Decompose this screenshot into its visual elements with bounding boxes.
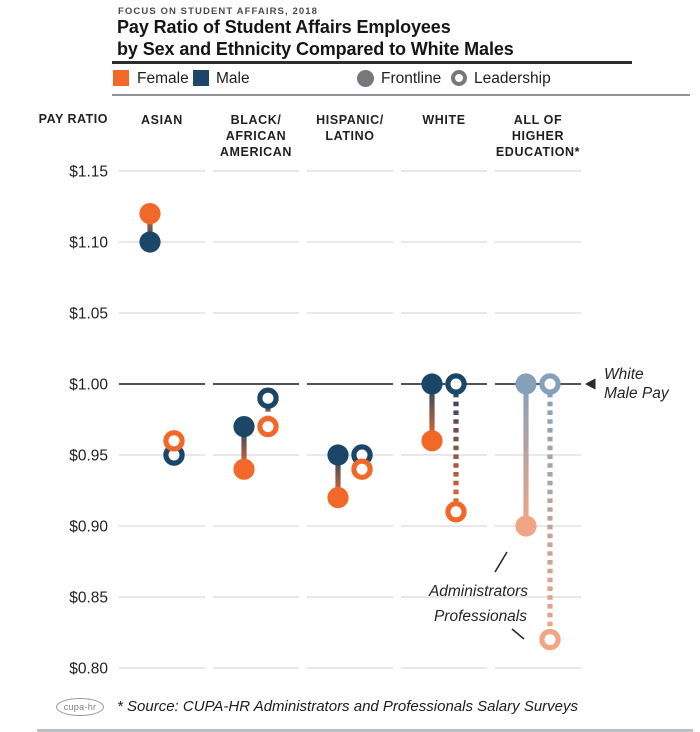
y-tick-label: $1.15 [69,163,108,180]
frontline-male-dot [421,373,443,395]
y-tick-label: $0.90 [69,518,108,535]
cupa-hr-logo: cupa-hr [56,698,104,716]
eyebrow-text: FOCUS ON STUDENT AFFAIRS, 2018 [118,6,318,17]
frontline-female-dot [515,515,537,537]
white-male-pay-arrow [585,378,596,390]
legend-label-frontline: Frontline [381,70,442,87]
leadership-male-dot [257,387,279,409]
leadership-female-dot [163,430,185,452]
frontline-male-dot [139,231,161,253]
legend-label-female: Female [137,70,189,87]
legend-label-male: Male [216,70,250,87]
bottom-border-strip [37,729,693,732]
category-header-hispanic: HISPANIC/LATINO [316,113,384,143]
frontline-female-dot [233,458,255,480]
administrators-leader-line [494,551,508,573]
white-male-pay-line2: Male Pay [604,385,669,402]
administrators-annotation: Administrators [428,583,528,600]
white-male-pay-annotation: White Male Pay [604,365,699,403]
frontline-dot-icon [357,70,374,87]
y-tick-label: $1.05 [69,305,108,322]
male-swatch [193,70,209,86]
y-tick-label: $0.85 [69,589,108,606]
frontline-male-dot [233,416,255,438]
chart-title-line2: by Sex and Ethnicity Compared to White M… [117,38,514,59]
leadership-female-dot [351,458,373,480]
female-swatch [113,70,129,86]
leadership-ring-icon [451,70,467,86]
leadership-female-dot [257,415,279,438]
category-header-black: BLACK/AFRICAN AMERICAN [219,113,293,159]
frontline-female-dot [139,203,161,225]
category-header-allof: ALL OF HIGHER EDUCATION* [495,113,581,159]
professionals-leader-line [511,628,525,640]
chart-title-line1: Pay Ratio of Student Affairs Employees [117,17,451,37]
y-tick-label: $0.95 [69,447,108,464]
legend-rule [112,94,690,96]
leadership-male-dot [445,373,467,395]
y-tick-label: $0.80 [69,660,108,677]
y-tick-label: $1.00 [69,376,108,393]
title-rule [112,61,632,64]
y-tick-label: $1.10 [69,234,108,251]
frontline-male-dot [327,444,349,466]
leadership-male-dot [539,373,561,395]
frontline-female-dot [327,487,349,509]
category-header-white: WHITE [422,113,466,127]
source-note: * Source: CUPA-HR Administrators and Pro… [117,698,579,715]
frontline-male-dot [515,373,537,395]
category-header-asian: ASIAN [141,113,183,127]
legend-label-leadership: Leadership [474,70,551,87]
professionals-annotation: Professionals [433,608,527,625]
chart-title: Pay Ratio of Student Affairs Employees b… [117,17,514,60]
leadership-female-dot [445,501,467,523]
white-male-pay-line1: White [604,366,644,383]
y-axis-title: PAY RATIO [38,112,108,126]
leadership-female-dot [539,628,561,651]
frontline-female-dot [421,430,443,452]
